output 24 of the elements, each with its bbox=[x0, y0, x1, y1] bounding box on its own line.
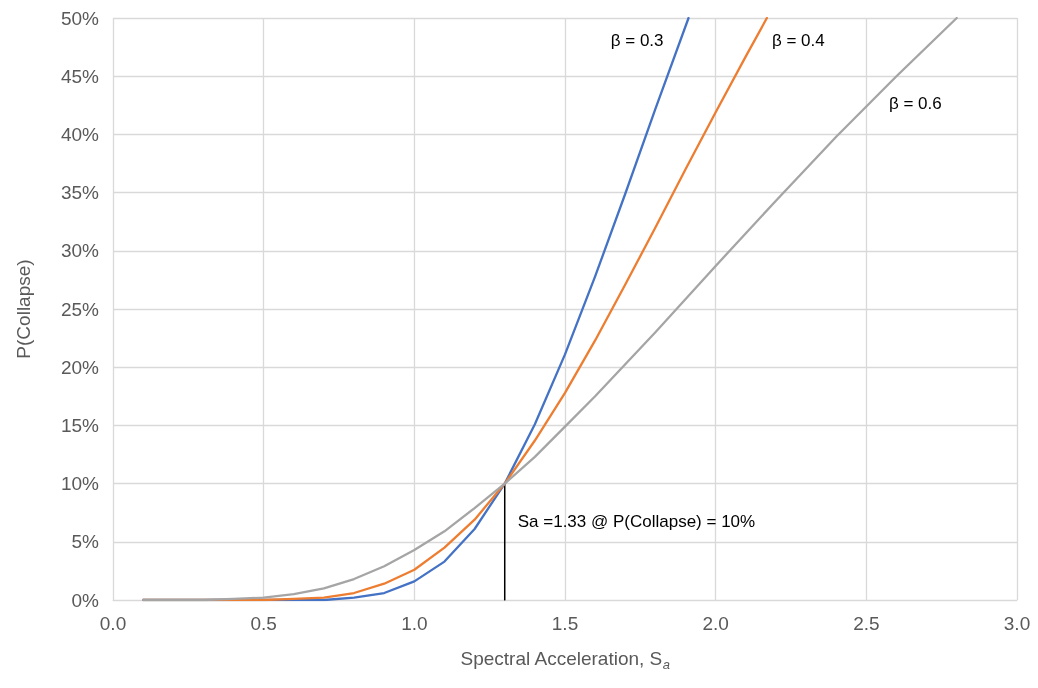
y-tick-label: 45% bbox=[60, 65, 100, 87]
line-series bbox=[141, 16, 958, 602]
y-tick-label: 35% bbox=[60, 182, 100, 204]
y-tick-label: 50% bbox=[60, 7, 100, 29]
y-tick-label: 10% bbox=[60, 473, 100, 495]
x-tick-label: 2.0 bbox=[702, 613, 729, 634]
y-axis-title: P(Collapse) bbox=[13, 259, 34, 359]
series-label: β = 0.6 bbox=[888, 93, 942, 113]
series-label: β = 0.4 bbox=[771, 30, 825, 50]
annotation: Sa =1.33 @ P(Collapse) = 10% bbox=[517, 512, 756, 532]
x-tick-label: 3.0 bbox=[1003, 613, 1031, 634]
y-tick-label: 15% bbox=[60, 414, 100, 436]
y-tick-label: 5% bbox=[71, 531, 100, 553]
x-tick-label: 1.5 bbox=[551, 613, 579, 634]
y-tick-label: 25% bbox=[60, 298, 100, 320]
x-tick-label: 0.0 bbox=[99, 613, 127, 634]
y-tick-label: 30% bbox=[60, 240, 100, 262]
x-tick-label: 0.5 bbox=[250, 613, 277, 634]
y-tick-label: 20% bbox=[60, 356, 100, 378]
x-tick-label: 1.0 bbox=[401, 613, 428, 634]
y-tick-label: 0% bbox=[71, 589, 100, 611]
x-tick-label: 2.5 bbox=[853, 613, 880, 634]
y-tick-label: 40% bbox=[60, 123, 100, 145]
series-label: β = 0.3 bbox=[610, 30, 664, 50]
